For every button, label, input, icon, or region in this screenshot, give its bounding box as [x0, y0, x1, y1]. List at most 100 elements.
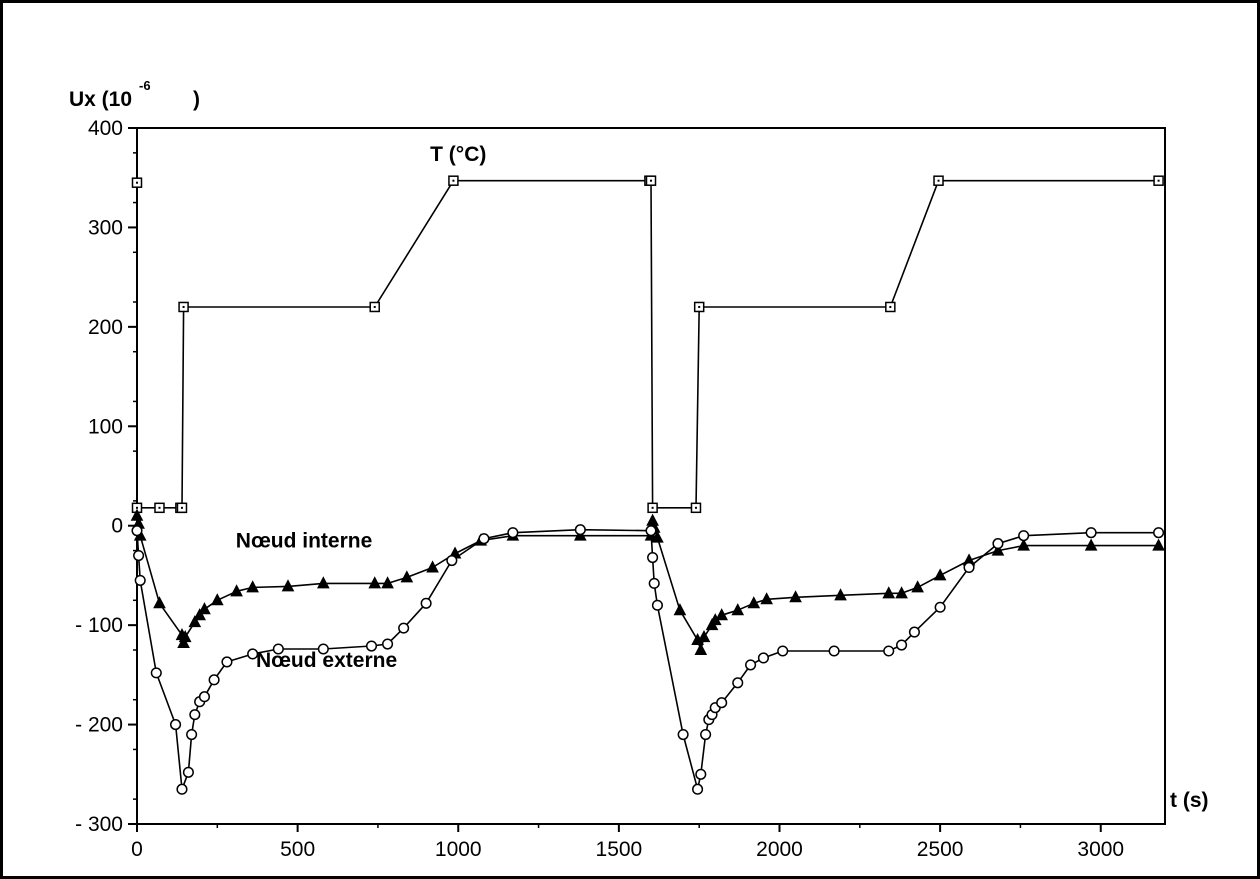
triangle-point: [731, 603, 745, 616]
square-point-dot: [136, 181, 138, 184]
triangle-point: [198, 602, 211, 615]
circle-point: [189, 709, 201, 721]
circle-point: [317, 643, 329, 655]
annotation-label: Nœud externe: [256, 649, 397, 672]
circle-point: [700, 728, 712, 741]
square-point-dot: [452, 179, 455, 182]
circle-point: [398, 622, 410, 634]
triangle-point: [1017, 538, 1030, 551]
circle-point: [777, 645, 789, 657]
triangle-point: [177, 635, 190, 649]
triangle-point: [789, 590, 802, 603]
square-point-dot: [694, 506, 697, 509]
circle-point: [221, 656, 233, 668]
square-point-dot: [650, 179, 652, 182]
triangle-point: [381, 576, 394, 589]
triangle-point: [400, 570, 414, 583]
circle-point: [446, 554, 458, 567]
triangle-point: [882, 586, 896, 599]
y-axis-title-exponent: -6: [139, 78, 151, 93]
triangle-point: [646, 513, 659, 526]
x-tick-label: 500: [280, 838, 315, 861]
circle-point: [828, 645, 840, 657]
circle-point: [507, 527, 519, 539]
y-axis-title-close: ): [193, 88, 200, 111]
circle-point: [692, 783, 704, 795]
x-axis-title: t (s): [1170, 789, 1209, 812]
series-lines: [136, 179, 1159, 791]
triangle-point: [426, 560, 439, 573]
circle-point: [170, 719, 182, 731]
triangle-point: [193, 608, 206, 621]
series-line-square: [136, 179, 1159, 509]
circle-point: [677, 728, 689, 741]
triangle-point: [651, 530, 664, 543]
triangle-point: [715, 608, 729, 621]
circle-point: [934, 601, 946, 613]
circle-point: [176, 783, 188, 795]
triangle-point: [747, 596, 761, 609]
triangle-point: [911, 580, 924, 593]
series-markers: [130, 175, 1165, 795]
circle-point: [695, 768, 707, 780]
annotation-label: Nœud interne: [236, 530, 373, 553]
triangle-point: [760, 592, 773, 605]
square-point-dot: [373, 305, 376, 308]
square-point-dot: [651, 506, 654, 509]
y-tick-label: 100: [88, 415, 123, 438]
circle-point: [757, 652, 769, 664]
chart-annotations: T (°C) Nœud interne Nœud externe: [236, 143, 487, 672]
circle-point: [992, 538, 1004, 550]
x-tick-label: 2000: [756, 838, 803, 861]
y-tick-label: - 100: [75, 614, 123, 637]
circle-point: [420, 597, 432, 609]
triangle-point: [1084, 538, 1098, 551]
circle-point: [186, 728, 198, 741]
circle-point: [1153, 527, 1165, 539]
triangle-point: [153, 596, 166, 609]
triangle-point: [673, 603, 687, 616]
triangle-point: [230, 584, 243, 597]
square-point-dot: [1157, 179, 1160, 182]
circle-point: [150, 667, 162, 679]
circle-point: [365, 640, 378, 652]
circle-point: [645, 525, 657, 537]
circle-point: [732, 677, 744, 689]
triangle-point: [178, 629, 192, 643]
y-tick-label: 200: [88, 316, 123, 339]
circle-point: [131, 525, 143, 537]
y-axis-title: Ux (10: [69, 88, 132, 111]
x-tick-label: 1000: [435, 838, 482, 861]
y-tick-label: - 300: [75, 813, 123, 836]
square-point-dot: [136, 506, 138, 509]
circle-point: [1018, 530, 1030, 542]
triangle-point: [246, 580, 259, 593]
y-tick-label: - 200: [75, 714, 123, 737]
triangle-point: [188, 615, 202, 628]
triangle-point: [368, 576, 382, 589]
circle-point: [182, 766, 194, 778]
triangle-point: [281, 579, 295, 592]
y-tick-label: 300: [88, 216, 123, 239]
circle-point: [647, 551, 659, 564]
square-point-dot: [182, 305, 185, 308]
annotation-label: T (°C): [430, 143, 486, 166]
circle-point: [648, 577, 660, 589]
square-point-dot: [158, 506, 161, 509]
circle-point: [745, 659, 757, 671]
x-tick-label: 3000: [1077, 838, 1124, 861]
square-point-dot: [698, 305, 701, 308]
circle-point: [133, 549, 145, 562]
circle-point: [651, 599, 663, 611]
circle-point: [963, 561, 975, 574]
circle-point: [574, 524, 586, 536]
circle-point: [1085, 527, 1097, 539]
triangle-point: [933, 568, 947, 581]
triangle-point: [991, 543, 1005, 556]
triangle-point: [895, 586, 908, 599]
square-point-dot: [889, 305, 892, 308]
triangle-point: [316, 576, 330, 589]
